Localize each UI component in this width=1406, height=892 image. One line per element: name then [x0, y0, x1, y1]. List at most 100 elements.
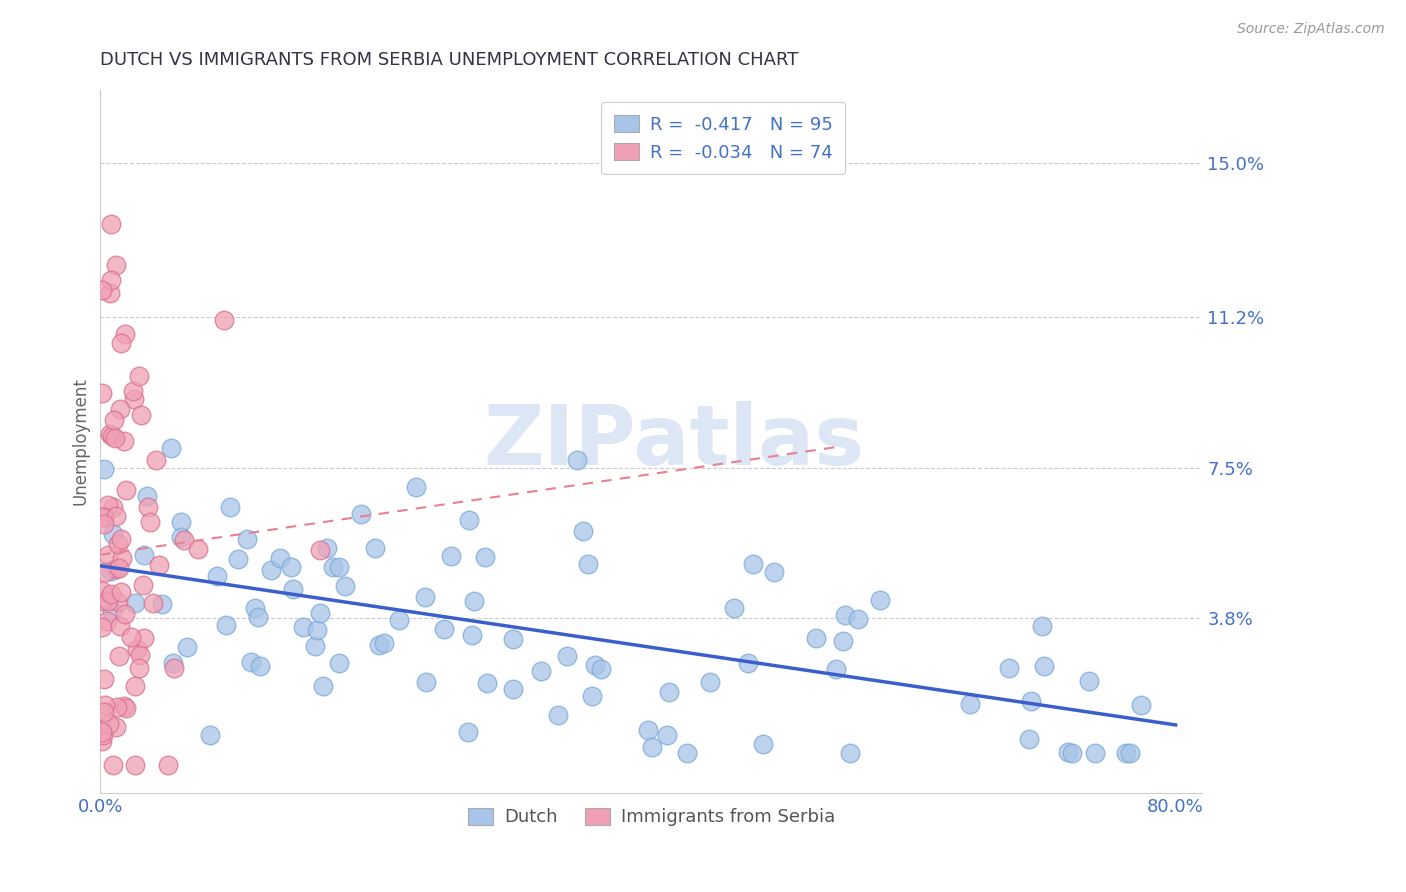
- Point: [138, 500, 160, 514]
- Point: [413, 590, 436, 604]
- Point: [90, 386, 112, 401]
- Point: [115, 700, 138, 714]
- Point: [742, 557, 765, 571]
- Point: [350, 507, 373, 521]
- Point: [1057, 745, 1080, 759]
- Point: [176, 640, 198, 655]
- Point: [90, 594, 112, 608]
- Point: [433, 623, 456, 637]
- Point: [804, 631, 827, 645]
- Point: [107, 648, 129, 663]
- Point: [98, 426, 121, 441]
- Point: [959, 698, 981, 712]
- Point: [637, 723, 659, 737]
- Point: [93, 517, 115, 532]
- Point: [170, 516, 193, 530]
- Point: [94, 565, 117, 579]
- Point: [583, 658, 606, 673]
- Point: [998, 661, 1021, 675]
- Point: [101, 757, 124, 772]
- Point: [581, 689, 603, 703]
- Point: [187, 541, 209, 556]
- Point: [502, 632, 524, 647]
- Point: [115, 483, 138, 497]
- Point: [281, 582, 304, 597]
- Text: ZIPatlas: ZIPatlas: [482, 401, 863, 482]
- Point: [1018, 732, 1040, 747]
- Point: [105, 699, 128, 714]
- Point: [101, 500, 124, 514]
- Point: [1062, 746, 1084, 760]
- Point: [474, 550, 496, 565]
- Point: [93, 672, 115, 686]
- Point: [91, 728, 114, 742]
- Point: [100, 587, 122, 601]
- Point: [93, 461, 115, 475]
- Point: [243, 601, 266, 615]
- Point: [94, 698, 117, 712]
- Point: [145, 453, 167, 467]
- Point: [93, 509, 115, 524]
- Point: [108, 402, 131, 417]
- Point: [105, 561, 128, 575]
- Point: [156, 757, 179, 772]
- Point: [415, 675, 437, 690]
- Point: [322, 560, 344, 574]
- Point: [215, 618, 238, 632]
- Point: [100, 273, 122, 287]
- Point: [110, 585, 132, 599]
- Point: [458, 513, 481, 527]
- Point: [1130, 698, 1153, 712]
- Point: [97, 594, 120, 608]
- Point: [304, 639, 326, 653]
- Point: [97, 499, 120, 513]
- Point: [723, 600, 745, 615]
- Point: [236, 533, 259, 547]
- Point: [101, 527, 124, 541]
- Point: [219, 500, 242, 514]
- Point: [90, 725, 112, 739]
- Point: [226, 551, 249, 566]
- Point: [475, 676, 498, 690]
- Point: [114, 326, 136, 341]
- Point: [112, 698, 135, 713]
- Point: [440, 549, 463, 564]
- Point: [148, 558, 170, 573]
- Point: [170, 531, 193, 545]
- Point: [834, 607, 856, 622]
- Point: [1084, 746, 1107, 760]
- Point: [205, 569, 228, 583]
- Point: [93, 705, 115, 719]
- Point: [247, 609, 270, 624]
- Point: [555, 648, 578, 663]
- Point: [98, 286, 121, 301]
- Point: [107, 594, 129, 608]
- Point: [260, 563, 283, 577]
- Point: [457, 725, 479, 739]
- Point: [128, 661, 150, 675]
- Point: [162, 657, 184, 671]
- Point: [305, 623, 328, 637]
- Point: [1115, 746, 1137, 760]
- Point: [249, 659, 271, 673]
- Point: [316, 541, 339, 555]
- Point: [128, 369, 150, 384]
- Point: [388, 613, 411, 627]
- Point: [461, 628, 484, 642]
- Point: [150, 597, 173, 611]
- Point: [132, 632, 155, 646]
- Point: [132, 548, 155, 562]
- Point: [103, 413, 125, 427]
- Point: [328, 656, 350, 670]
- Point: [530, 664, 553, 678]
- Point: [104, 508, 127, 523]
- Legend: Dutch, Immigrants from Serbia: Dutch, Immigrants from Serbia: [461, 800, 842, 834]
- Point: [368, 638, 391, 652]
- Point: [173, 533, 195, 547]
- Point: [107, 537, 129, 551]
- Point: [124, 757, 146, 772]
- Point: [122, 392, 145, 406]
- Point: [751, 738, 773, 752]
- Point: [127, 641, 149, 656]
- Point: [567, 453, 589, 467]
